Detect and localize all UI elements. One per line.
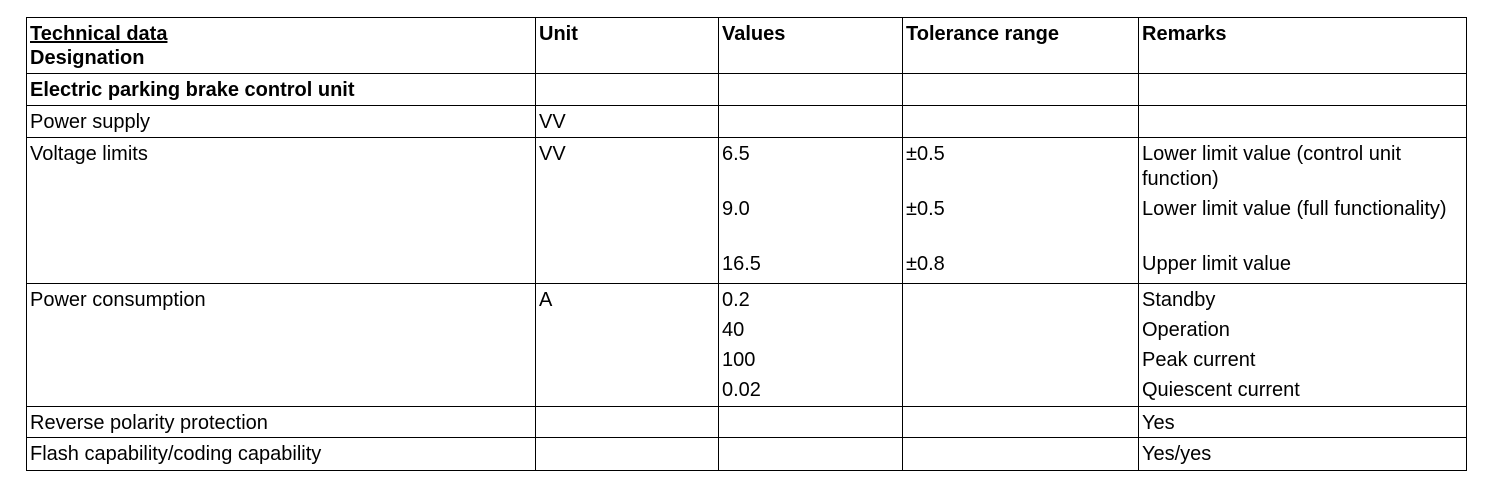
- designation-cell: Power supply: [30, 111, 151, 133]
- row-line: [26, 17, 1467, 18]
- column-line: [26, 17, 27, 471]
- value-cell: 100: [722, 349, 756, 371]
- designation-cell: Reverse polarity protection: [30, 412, 268, 434]
- header-cell: Tolerance range: [906, 23, 1060, 45]
- column-line: [1466, 17, 1467, 471]
- header-cell: Unit: [539, 23, 578, 45]
- tolerance-cell: ±0.5: [906, 198, 945, 220]
- row-line: [26, 105, 1467, 106]
- remark-cell: Yes/yes: [1142, 443, 1212, 465]
- remark-cell: Lower limit value (control unit function…: [1142, 143, 1401, 190]
- remark-cell: Operation: [1142, 319, 1230, 341]
- value-cell: 6.5: [722, 143, 750, 165]
- remark-cell: Yes: [1142, 412, 1175, 434]
- header-cell: Remarks: [1142, 23, 1227, 45]
- designation-cell: Electric parking brake control unit: [30, 79, 355, 101]
- row-line: [26, 283, 1467, 284]
- column-line: [1138, 17, 1139, 471]
- designation-cell: Power consumption: [30, 289, 206, 311]
- row-line: [26, 137, 1467, 138]
- remark-cell: Standby: [1142, 289, 1216, 311]
- value-cell: 16.5: [722, 253, 761, 275]
- designation-cell: Flash capability/coding capability: [30, 443, 322, 465]
- row-line: [26, 437, 1467, 438]
- remark-cell: Upper limit value: [1142, 253, 1291, 275]
- remark-cell: Lower limit value (full functionality): [1142, 198, 1447, 220]
- value-cell: 0.02: [722, 379, 761, 401]
- header-cell: Values: [722, 23, 786, 45]
- column-line: [902, 17, 903, 471]
- remark-cell: Quiescent current: [1142, 379, 1300, 401]
- value-cell: 40: [722, 319, 745, 341]
- tolerance-cell: ±0.5: [906, 143, 945, 165]
- header-title: Technical data: [30, 23, 168, 45]
- remark-cell: Peak current: [1142, 349, 1256, 371]
- row-line: [26, 73, 1467, 74]
- column-line: [718, 17, 719, 471]
- unit-cell: VV: [539, 143, 566, 165]
- value-cell: 9.0: [722, 198, 750, 220]
- value-cell: 0.2: [722, 289, 750, 311]
- row-line: [26, 470, 1467, 471]
- row-line: [26, 406, 1467, 407]
- header-designation: Designation: [30, 47, 145, 69]
- unit-cell: A: [539, 289, 553, 311]
- unit-cell: VV: [539, 111, 566, 133]
- tolerance-cell: ±0.8: [906, 253, 945, 275]
- designation-cell: Voltage limits: [30, 143, 148, 165]
- column-line: [535, 17, 536, 471]
